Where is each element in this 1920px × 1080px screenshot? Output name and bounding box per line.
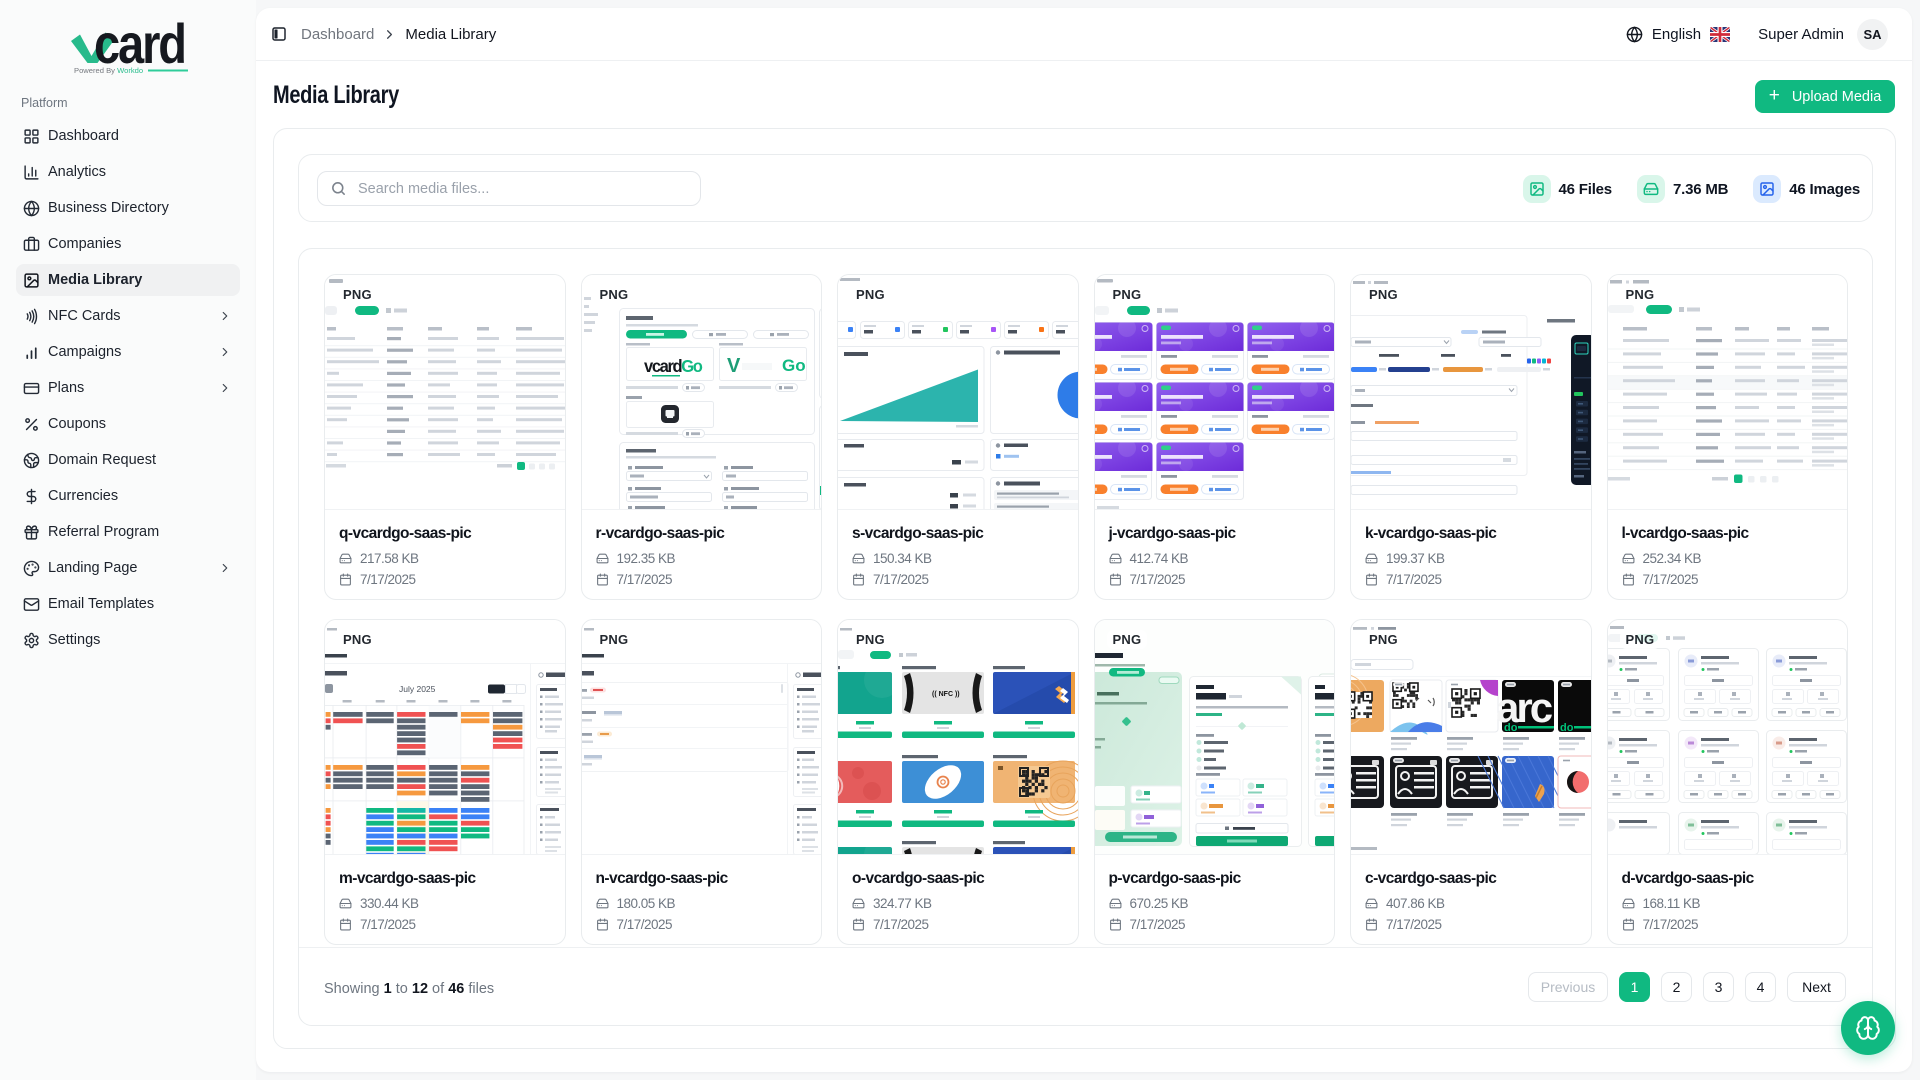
svg-text:arc: arc xyxy=(1496,684,1553,731)
svg-text:Go: Go xyxy=(782,356,806,375)
svg-text:(( NFC )): (( NFC )) xyxy=(932,691,960,698)
svg-text:do: do xyxy=(1504,722,1518,734)
svg-text:July 2025: July 2025 xyxy=(399,684,436,694)
svg-text:do: do xyxy=(1560,722,1574,734)
svg-text:card: card xyxy=(94,15,185,75)
svg-text:V: V xyxy=(727,355,741,377)
svg-text:Powered By Workdo: Powered By Workdo xyxy=(74,66,143,75)
svg-text:vcardGo: vcardGo xyxy=(644,355,702,376)
